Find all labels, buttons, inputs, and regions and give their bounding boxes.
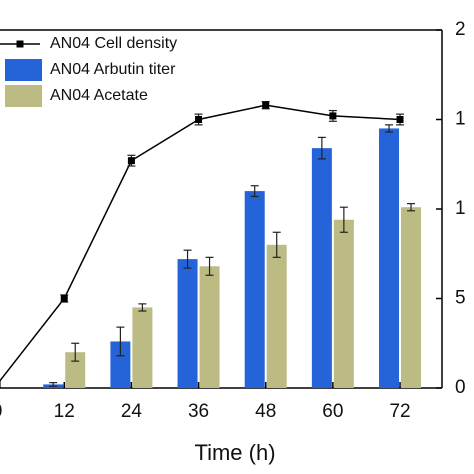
y-tick-label: 0 <box>455 377 466 398</box>
legend-swatch <box>5 59 42 81</box>
legend-label: AN04 Cell density <box>50 35 177 52</box>
x-tick-label: 12 <box>54 401 75 422</box>
bar <box>266 244 287 388</box>
error-bar <box>138 303 147 312</box>
bar <box>65 352 86 388</box>
marker <box>195 116 203 123</box>
error-bar <box>272 231 281 258</box>
error-bar <box>385 124 394 133</box>
x-tick-label: 0 <box>0 401 2 422</box>
marker <box>0 380 1 388</box>
bar <box>110 341 131 388</box>
x-tick-label: 36 <box>188 401 209 422</box>
bar <box>244 191 265 388</box>
error-bar <box>116 326 125 357</box>
y-tick-label: 1 <box>455 109 466 130</box>
marker <box>127 157 135 165</box>
x-axis-label: Time (h) <box>194 440 275 465</box>
marker <box>329 112 337 120</box>
bar <box>132 307 153 388</box>
error-bar <box>250 185 259 198</box>
error-bar <box>317 136 326 160</box>
error-bar <box>71 342 80 362</box>
error-bar <box>183 249 192 269</box>
x-tick-label: 48 <box>255 401 276 422</box>
y-tick-label: 1 <box>455 198 466 219</box>
y-tick-label: 2 <box>455 19 466 40</box>
legend-swatch <box>5 85 42 107</box>
legend-label: AN04 Acetate <box>50 87 148 104</box>
x-tick-label: 72 <box>389 401 410 422</box>
marker <box>60 295 68 302</box>
bar <box>199 266 220 388</box>
legend-label: AN04 Arbutin titer <box>50 61 176 78</box>
bar <box>311 148 332 388</box>
bar <box>177 259 198 388</box>
error-bar <box>205 256 214 276</box>
marker <box>262 101 270 109</box>
y-tick-label: 5 <box>455 288 466 309</box>
x-tick-label: 60 <box>322 401 343 422</box>
error-bar <box>339 206 348 233</box>
legend-marker <box>16 40 24 48</box>
error-bar <box>49 382 58 387</box>
bar <box>333 219 354 388</box>
marker <box>396 116 404 123</box>
bar <box>379 128 400 388</box>
x-tick-label: 24 <box>121 401 143 422</box>
error-bar <box>407 203 416 212</box>
bar <box>401 207 422 388</box>
